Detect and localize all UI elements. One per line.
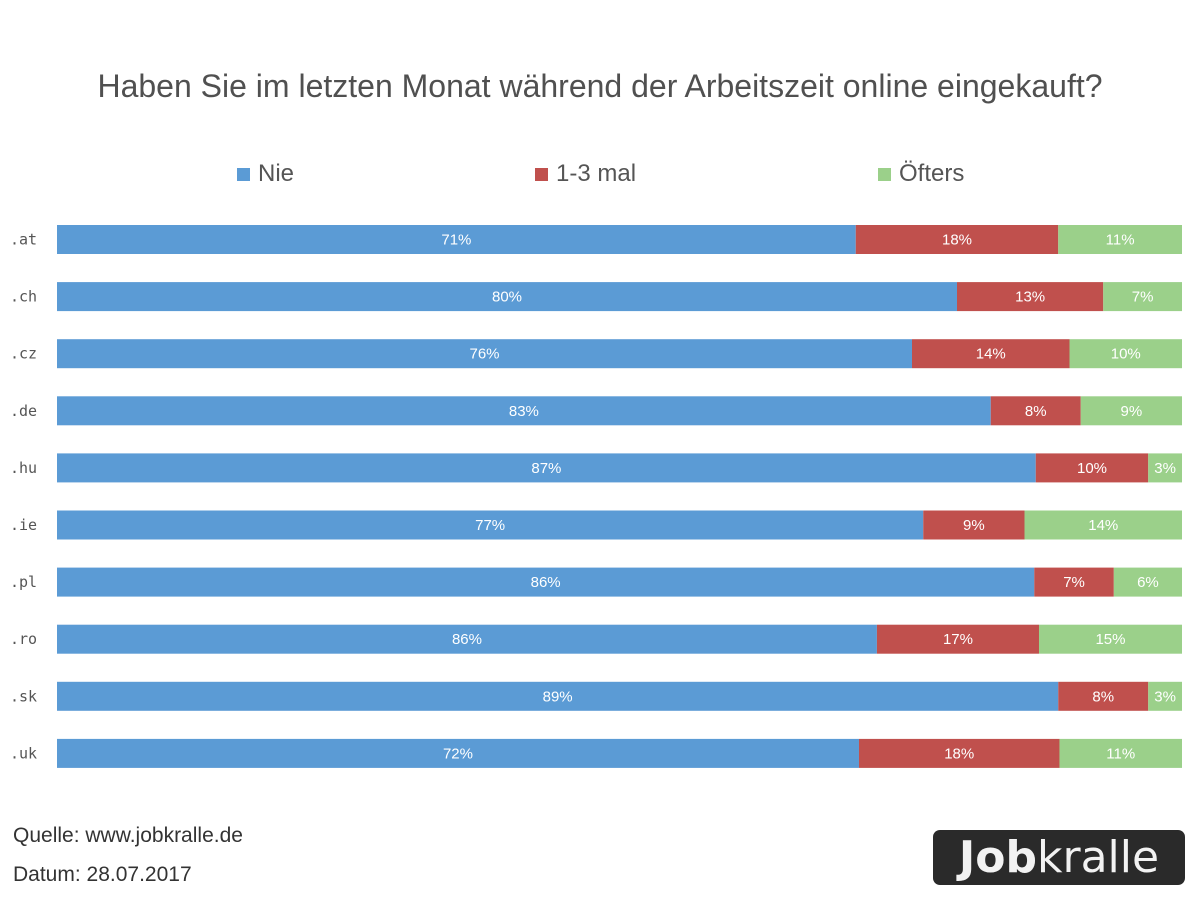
- category-label: .cz: [10, 345, 37, 363]
- bar-segment: [57, 738, 859, 768]
- bar-segment: [855, 225, 1059, 254]
- data-label: 14%: [976, 346, 1006, 363]
- bar-segment: [57, 567, 1035, 597]
- bar-segment: [990, 396, 1081, 426]
- bar-segment: [912, 339, 1070, 369]
- data-label: 10%: [1077, 460, 1107, 477]
- data-label: 7%: [1132, 289, 1154, 306]
- category-label: .ch: [10, 288, 37, 306]
- data-label: 14%: [1088, 517, 1118, 534]
- data-label: 89%: [543, 688, 573, 705]
- legend-swatch: [878, 167, 891, 181]
- bar-segment: [957, 282, 1104, 312]
- source-text: Quelle: www.jobkralle.de: [13, 824, 243, 847]
- bar-segment: [876, 624, 1039, 654]
- bar-segment: [57, 681, 1059, 711]
- data-label: 77%: [475, 517, 505, 534]
- bar-segment: [1080, 396, 1182, 426]
- legend-label: 1-3 mal: [556, 160, 637, 187]
- data-label: 83%: [509, 403, 539, 420]
- legend-item-1-3-mal: 1-3 mal: [535, 160, 636, 188]
- data-label: 6%: [1137, 574, 1159, 591]
- data-label: 72%: [443, 745, 473, 762]
- bar-segment: [1058, 681, 1149, 711]
- bar-segment: [1069, 339, 1182, 369]
- data-label: 13%: [1015, 289, 1045, 306]
- data-label: 18%: [942, 232, 972, 249]
- category-label: .sk: [10, 687, 37, 705]
- category-label: .ie: [10, 516, 37, 534]
- bar-segment: [1103, 282, 1182, 312]
- category-label: .de: [10, 402, 37, 420]
- bar-segment: [57, 510, 924, 540]
- data-label: 87%: [531, 460, 561, 477]
- category-label: .pl: [10, 573, 37, 591]
- legend-label: Öfters: [899, 160, 965, 187]
- data-label: 11%: [1106, 745, 1135, 762]
- data-label: 9%: [1121, 403, 1143, 420]
- bar-segment: [57, 225, 856, 254]
- data-label: 18%: [944, 745, 974, 762]
- data-label: 86%: [452, 631, 482, 648]
- data-label: 8%: [1025, 403, 1047, 420]
- category-label: .ro: [10, 630, 37, 648]
- legend-item-oefters: Öfters: [878, 160, 964, 188]
- bar-segment: [1024, 510, 1182, 540]
- bar-segment: [57, 339, 912, 369]
- legend-swatch: [237, 167, 250, 181]
- bar-segment: [1058, 225, 1182, 254]
- data-label: 15%: [1095, 631, 1125, 648]
- data-label: 80%: [492, 289, 522, 306]
- bar-segment: [1035, 453, 1149, 483]
- legend-label: Nie: [258, 160, 295, 187]
- legend-item-nie: Nie: [237, 160, 294, 188]
- data-label: 86%: [531, 574, 561, 591]
- category-label: .uk: [10, 744, 37, 762]
- bar-segment: [57, 453, 1036, 483]
- bar-segment: [57, 624, 877, 654]
- chart-title: Haben Sie im letzten Monat während der A…: [97, 68, 1103, 104]
- category-label: .at: [10, 231, 37, 249]
- category-label: .hu: [10, 459, 37, 477]
- data-label: 3%: [1154, 460, 1176, 477]
- bar-segment: [1059, 738, 1182, 768]
- data-label: 9%: [963, 517, 985, 534]
- data-label: 11%: [1106, 232, 1135, 249]
- legend-swatch: [535, 167, 548, 181]
- data-label: 76%: [469, 346, 499, 363]
- data-label: 8%: [1092, 688, 1114, 705]
- logo-bold: Job: [958, 832, 1038, 883]
- data-label: 7%: [1063, 574, 1085, 591]
- data-label: 17%: [943, 631, 973, 648]
- bar-segment: [1148, 453, 1182, 483]
- logo-light: kralle: [1037, 832, 1160, 883]
- bar-segment: [1113, 567, 1182, 597]
- bar-segment: [1034, 567, 1114, 597]
- bar-segment: [1038, 624, 1182, 654]
- data-label: 10%: [1111, 346, 1141, 363]
- data-label: 71%: [441, 232, 471, 249]
- bar-segment: [57, 282, 957, 312]
- bar-segment: [858, 738, 1060, 768]
- date-text: Datum: 28.07.2017: [13, 863, 192, 886]
- bar-segment: [1148, 681, 1182, 711]
- jobkralle-logo: Jobkralle: [933, 830, 1185, 885]
- bar-segment: [57, 396, 991, 426]
- bar-segment: [923, 510, 1025, 540]
- data-label: 3%: [1154, 688, 1176, 705]
